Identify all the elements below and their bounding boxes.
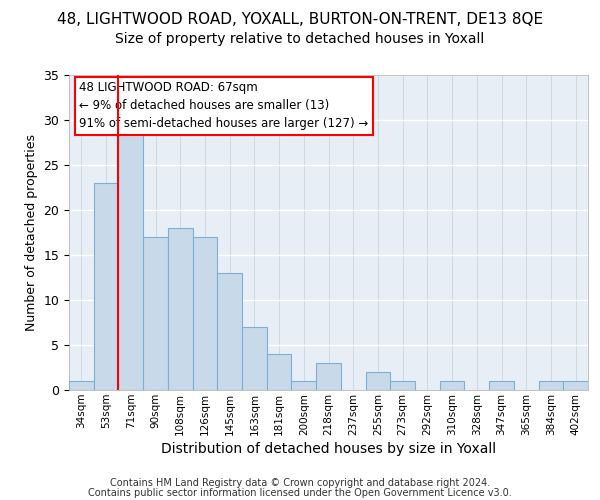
Bar [267,354,292,390]
Text: Contains HM Land Registry data © Crown copyright and database right 2024.: Contains HM Land Registry data © Crown c… [110,478,490,488]
Bar [563,381,588,390]
Bar [168,228,193,390]
Text: 48, LIGHTWOOD ROAD, YOXALL, BURTON-ON-TRENT, DE13 8QE: 48, LIGHTWOOD ROAD, YOXALL, BURTON-ON-TR… [57,12,543,28]
X-axis label: Distribution of detached houses by size in Yoxall: Distribution of detached houses by size … [161,442,496,456]
Bar [193,237,217,390]
Bar [316,363,341,390]
Bar [440,381,464,390]
Bar [94,183,118,390]
Bar [365,372,390,390]
Bar [69,381,94,390]
Bar [489,381,514,390]
Text: Contains public sector information licensed under the Open Government Licence v3: Contains public sector information licen… [88,488,512,498]
Text: Size of property relative to detached houses in Yoxall: Size of property relative to detached ho… [115,32,485,46]
Bar [539,381,563,390]
Text: 48 LIGHTWOOD ROAD: 67sqm
← 9% of detached houses are smaller (13)
91% of semi-de: 48 LIGHTWOOD ROAD: 67sqm ← 9% of detache… [79,82,368,130]
Bar [242,327,267,390]
Bar [143,237,168,390]
Bar [390,381,415,390]
Y-axis label: Number of detached properties: Number of detached properties [25,134,38,331]
Bar [217,273,242,390]
Bar [118,129,143,390]
Bar [292,381,316,390]
